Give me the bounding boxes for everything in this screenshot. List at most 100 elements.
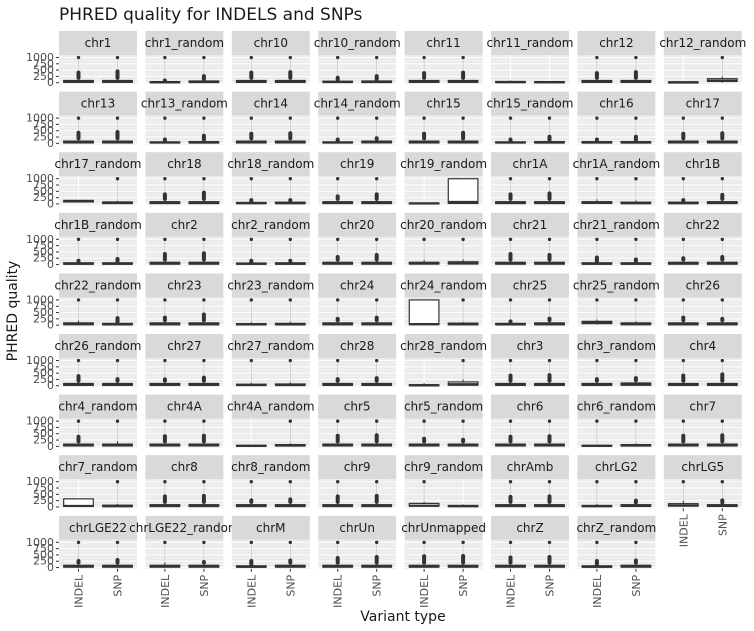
y-tick-label: 250 [33, 131, 54, 144]
max-outlier-point [422, 237, 426, 242]
facet-strip [577, 212, 656, 237]
facet-strip [491, 91, 569, 116]
max-outlier-point [115, 298, 120, 302]
y-tick-label: 0 [47, 76, 54, 89]
max-outlier-point [163, 55, 167, 60]
max-outlier-point [634, 480, 638, 484]
boxplot-snp [706, 480, 738, 508]
facet-strip [231, 515, 310, 540]
panel-background [404, 236, 483, 266]
facet-panel-chr7: chr7 [663, 394, 742, 448]
panel-background [318, 539, 397, 569]
facet-strip-label: chr27 [167, 339, 201, 353]
facet-panel-chr23_random: chr23_random [227, 273, 314, 327]
facet-strip [577, 394, 656, 419]
panel-background [491, 297, 569, 327]
panel-background [231, 297, 310, 327]
facet-panel-chrUn: chrUn INDEL SNP [318, 515, 397, 608]
boxplot-indel [235, 177, 267, 205]
boxplot-snp [447, 55, 479, 83]
facet-panel-chr9: chr9 [318, 455, 397, 509]
facet-strip [231, 152, 310, 177]
max-outlier-point [163, 116, 167, 120]
boxplot-snp [361, 419, 393, 447]
y-tick-label: 1000 [26, 536, 54, 549]
facet-strip [59, 212, 137, 237]
panel-background [59, 115, 137, 145]
max-outlier-point [288, 177, 292, 181]
facet-panel-chr28_random: chr28_random [400, 334, 487, 387]
y-tick-label: 250 [33, 312, 54, 325]
facet-strip-label: chr6 [517, 400, 544, 414]
facet-strip [577, 31, 656, 55]
boxplot-snp [102, 237, 133, 265]
boxplot-indel [322, 237, 354, 265]
panel-background [145, 115, 224, 145]
facet-panel-chr16: chr16 [577, 91, 656, 145]
max-outlier-point [681, 480, 685, 484]
x-tick-label: INDEL [418, 574, 431, 608]
max-outlier-point [202, 55, 206, 60]
boxplot-snp [102, 358, 133, 386]
y-tick-label: 1000 [26, 475, 54, 488]
panel-background [318, 418, 397, 448]
facet-panel-chr5: chr5 [318, 394, 397, 448]
facet-strip [318, 212, 397, 237]
boxplot-snp [361, 55, 393, 84]
max-outlier-point [681, 116, 685, 120]
facet-strip-label: chr7 [689, 400, 716, 414]
boxplot-snp [447, 298, 479, 326]
facet-strip-label: chrLG2 [595, 460, 638, 474]
facet-strip-label: chr18 [167, 157, 201, 171]
facet-panel-chr19: chr19 [318, 152, 397, 206]
max-outlier-point [720, 116, 724, 120]
facet-strip [404, 31, 483, 55]
facet-panel-chr21_random: chr21_random [573, 212, 660, 266]
facet-strip-label: chr10_random [314, 36, 401, 50]
iqr-box [408, 299, 440, 326]
max-outlier-point [202, 419, 206, 423]
max-outlier-point [422, 116, 426, 120]
max-outlier-point [547, 237, 552, 242]
max-outlier-point [720, 55, 724, 60]
boxplot-snp [361, 177, 393, 205]
facet-panel-chr18: chr18 [145, 152, 224, 206]
panel-background [491, 479, 569, 509]
boxplot-snp [274, 480, 306, 508]
boxplot-snp [706, 298, 738, 326]
facet-panel-chrLG5: chrLG5 INDEL SNP [663, 455, 742, 547]
boxplot-indel [581, 237, 613, 265]
facet-panel-chrAmb: chrAmb [491, 455, 569, 509]
y-tick-label: 0 [47, 319, 54, 332]
max-outlier-point [595, 177, 599, 181]
x-tick-label: SNP [284, 574, 297, 596]
y-tick-label: 500 [33, 124, 54, 137]
facet-strip [404, 273, 483, 298]
y-tick-label: 750 [33, 179, 54, 192]
panel-background [318, 358, 397, 387]
boxplot-indel [495, 480, 526, 508]
facet-strip [577, 334, 656, 358]
max-outlier-point [508, 480, 513, 484]
boxplot-snp [620, 298, 652, 326]
boxplot-indel [495, 540, 526, 568]
boxplot-indel [322, 358, 354, 386]
facet-strip [318, 91, 397, 116]
facet-panel-chr27: chr27 [145, 334, 224, 387]
facet-strip [145, 273, 224, 298]
boxplot-indel [408, 299, 440, 326]
facet-panel-chr1A_random: chr1A_random [573, 152, 660, 206]
max-outlier-point [595, 358, 599, 363]
facet-strip-label: chr9 [344, 460, 371, 474]
facet-strip [59, 394, 137, 419]
facet-strip [59, 31, 137, 55]
facet-panel-chr3: chr3 [491, 334, 569, 387]
panel-background [231, 176, 310, 206]
facet-strip-label: chr27_random [227, 339, 314, 353]
boxplot-snp [274, 358, 306, 387]
boxplot-snp [361, 358, 393, 386]
